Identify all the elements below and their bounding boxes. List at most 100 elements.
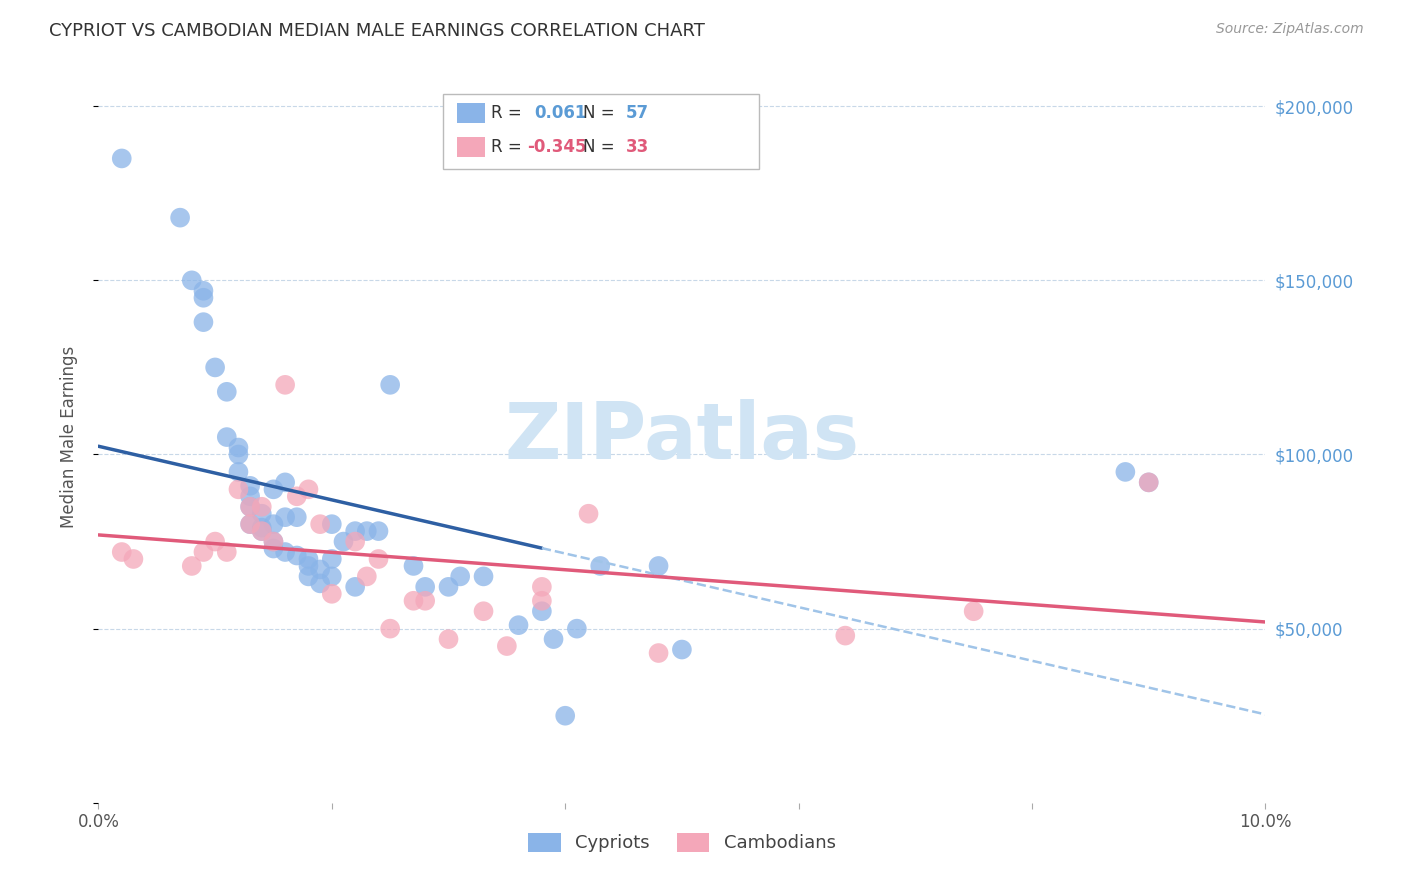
Point — [285, 510, 308, 524]
Point — [274, 377, 297, 392]
Point — [297, 569, 319, 583]
Point — [437, 580, 460, 594]
Point — [122, 552, 145, 566]
Point — [344, 534, 367, 549]
Point — [274, 510, 297, 524]
Point — [111, 545, 134, 559]
Text: R =: R = — [491, 138, 527, 156]
Point — [962, 604, 984, 618]
Point — [367, 524, 389, 538]
Point — [834, 629, 856, 643]
Point — [380, 377, 402, 392]
Point — [472, 569, 495, 583]
Point — [297, 552, 319, 566]
Text: 0.061: 0.061 — [534, 104, 586, 122]
Text: N =: N = — [583, 138, 620, 156]
Point — [578, 507, 600, 521]
Point — [344, 580, 367, 594]
Point — [250, 524, 273, 538]
Point — [111, 152, 134, 166]
Point — [554, 708, 576, 723]
Point — [239, 500, 262, 514]
Point — [356, 524, 378, 538]
Point — [449, 569, 471, 583]
Point — [565, 622, 588, 636]
Point — [309, 576, 332, 591]
Point — [239, 517, 262, 532]
Point — [309, 562, 332, 576]
Point — [250, 524, 273, 538]
Text: CYPRIOT VS CAMBODIAN MEDIAN MALE EARNINGS CORRELATION CHART: CYPRIOT VS CAMBODIAN MEDIAN MALE EARNING… — [49, 22, 704, 40]
Point — [262, 517, 284, 532]
Point — [228, 483, 250, 497]
Point — [228, 441, 250, 455]
Point — [250, 500, 273, 514]
Point — [321, 587, 343, 601]
Text: Source: ZipAtlas.com: Source: ZipAtlas.com — [1216, 22, 1364, 37]
Y-axis label: Median Male Earnings: Median Male Earnings — [59, 346, 77, 528]
Point — [262, 541, 284, 556]
Point — [274, 545, 297, 559]
Point — [274, 475, 297, 490]
Point — [530, 604, 553, 618]
Point — [402, 558, 425, 573]
Point — [285, 549, 308, 563]
Point — [239, 489, 262, 503]
Point — [215, 384, 238, 399]
Point — [543, 632, 565, 646]
Point — [193, 315, 215, 329]
Text: R =: R = — [491, 104, 527, 122]
Point — [413, 580, 436, 594]
Point — [1137, 475, 1160, 490]
Point — [250, 507, 273, 521]
Point — [321, 552, 343, 566]
Point — [193, 284, 215, 298]
Point — [530, 594, 553, 608]
Point — [204, 360, 226, 375]
Point — [228, 465, 250, 479]
Point — [228, 448, 250, 462]
Point — [332, 534, 354, 549]
Point — [321, 569, 343, 583]
Point — [344, 524, 367, 538]
Point — [472, 604, 495, 618]
Point — [262, 534, 284, 549]
Point — [671, 642, 693, 657]
Point — [647, 646, 669, 660]
Point — [215, 545, 238, 559]
Text: N =: N = — [583, 104, 620, 122]
Point — [262, 483, 284, 497]
Point — [496, 639, 519, 653]
Point — [250, 521, 273, 535]
Point — [285, 489, 308, 503]
Point — [508, 618, 530, 632]
Point — [193, 545, 215, 559]
Point — [1114, 465, 1136, 479]
Point — [180, 558, 202, 573]
Point — [297, 483, 319, 497]
Point — [530, 580, 553, 594]
Point — [647, 558, 669, 573]
Point — [204, 534, 226, 549]
Point — [380, 622, 402, 636]
Point — [367, 552, 389, 566]
Text: -0.345: -0.345 — [527, 138, 586, 156]
Point — [215, 430, 238, 444]
Point — [180, 273, 202, 287]
Point — [437, 632, 460, 646]
Point — [589, 558, 612, 573]
Point — [169, 211, 191, 225]
Text: ZIPatlas: ZIPatlas — [505, 399, 859, 475]
Text: 57: 57 — [626, 104, 648, 122]
Point — [1137, 475, 1160, 490]
Point — [193, 291, 215, 305]
Point — [239, 479, 262, 493]
Point — [239, 500, 262, 514]
Point — [297, 558, 319, 573]
Point — [262, 534, 284, 549]
Point — [356, 569, 378, 583]
Point — [402, 594, 425, 608]
Point — [309, 517, 332, 532]
Legend: Cypriots, Cambodians: Cypriots, Cambodians — [520, 826, 844, 860]
Text: 33: 33 — [626, 138, 650, 156]
